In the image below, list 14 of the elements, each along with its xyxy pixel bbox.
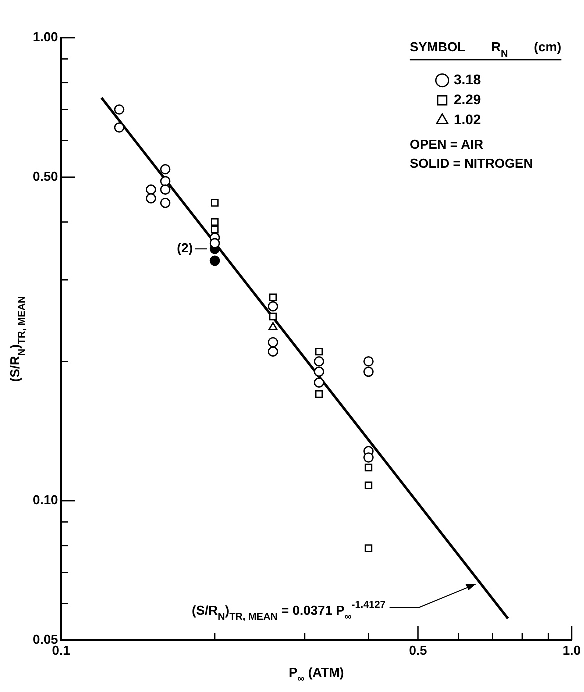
y-tick-label: 1.00: [32, 30, 58, 45]
annotation: SOLID = NITROGEN: [410, 156, 534, 172]
y-axis-title: (S/RN)TR, MEAN: [8, 296, 28, 382]
x-tick-label: 0.5: [409, 642, 428, 658]
legend-label: 1.02: [454, 111, 482, 128]
y-tick-label: 0.10: [32, 492, 58, 508]
annotation: OPEN = AIR: [410, 137, 484, 152]
legend-label: 3.18: [454, 71, 482, 88]
x-tick-label: 1.0: [562, 642, 582, 658]
legend-label: 2.29: [454, 91, 482, 108]
y-tick-label: 0.50: [32, 168, 58, 184]
x-axis-title: P∞ (ATM): [289, 664, 344, 686]
annotation: (2): [177, 240, 194, 256]
y-tick-label: 0.05: [32, 632, 58, 647]
